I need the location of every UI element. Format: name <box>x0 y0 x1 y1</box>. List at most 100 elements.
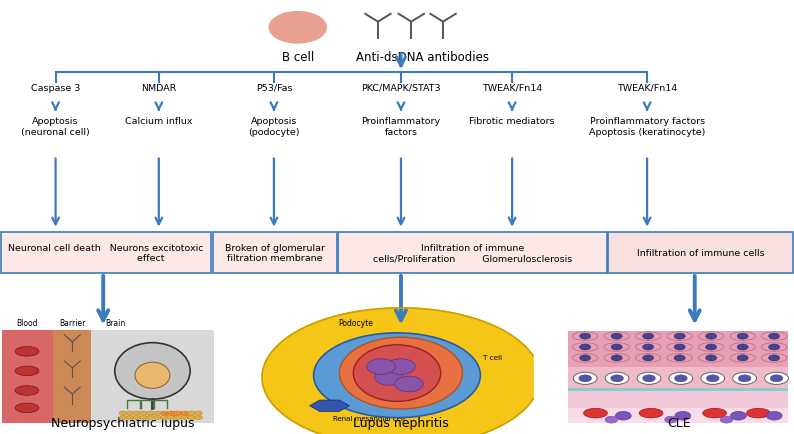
Text: Fibrotic mediators: Fibrotic mediators <box>469 117 555 126</box>
Circle shape <box>167 411 175 415</box>
Circle shape <box>611 344 622 350</box>
Circle shape <box>133 415 141 420</box>
Ellipse shape <box>605 372 629 385</box>
Circle shape <box>769 333 780 339</box>
Circle shape <box>174 415 182 420</box>
Circle shape <box>674 333 685 339</box>
Text: Infiltration of immune
cells/Proliferation         Glomerulosclerosis: Infiltration of immune cells/Proliferati… <box>373 243 572 263</box>
Circle shape <box>579 375 592 382</box>
Circle shape <box>195 415 202 420</box>
Circle shape <box>119 415 127 420</box>
Ellipse shape <box>15 347 39 356</box>
Circle shape <box>147 411 155 415</box>
Circle shape <box>580 333 591 339</box>
Text: T cell: T cell <box>483 354 502 360</box>
Text: B cell: B cell <box>282 51 314 64</box>
Text: TWEAK/Fn14: TWEAK/Fn14 <box>617 83 677 92</box>
Ellipse shape <box>639 408 663 418</box>
Circle shape <box>580 355 591 361</box>
Circle shape <box>126 411 134 415</box>
FancyBboxPatch shape <box>91 330 214 423</box>
Ellipse shape <box>635 354 661 362</box>
Text: NMDAR: NMDAR <box>141 83 176 92</box>
FancyBboxPatch shape <box>568 388 788 392</box>
Ellipse shape <box>733 372 757 385</box>
Circle shape <box>707 375 719 382</box>
Circle shape <box>769 355 780 361</box>
Ellipse shape <box>340 338 462 409</box>
Circle shape <box>181 415 189 420</box>
Ellipse shape <box>635 343 661 352</box>
Text: TWEAK/Fn14: TWEAK/Fn14 <box>482 83 542 92</box>
Ellipse shape <box>746 408 770 418</box>
FancyBboxPatch shape <box>568 331 788 367</box>
Ellipse shape <box>314 333 480 418</box>
Text: Proinflammatory factors
Apoptosis (keratinocyte): Proinflammatory factors Apoptosis (kerat… <box>589 117 705 137</box>
FancyBboxPatch shape <box>2 330 53 423</box>
Circle shape <box>140 411 148 415</box>
Ellipse shape <box>15 386 39 395</box>
Circle shape <box>119 411 127 415</box>
Circle shape <box>160 411 168 415</box>
Circle shape <box>153 415 161 420</box>
FancyBboxPatch shape <box>568 367 788 388</box>
Circle shape <box>615 411 631 420</box>
Ellipse shape <box>572 343 598 352</box>
Circle shape <box>605 416 618 423</box>
Circle shape <box>140 415 148 420</box>
Ellipse shape <box>604 343 630 352</box>
Text: CLE: CLE <box>667 416 691 429</box>
FancyBboxPatch shape <box>568 391 788 408</box>
Ellipse shape <box>761 354 787 362</box>
Ellipse shape <box>573 372 597 385</box>
Circle shape <box>375 370 403 385</box>
Text: Lupus nephritis: Lupus nephritis <box>353 416 449 429</box>
Ellipse shape <box>730 354 755 362</box>
Text: Proinflammatory
factors: Proinflammatory factors <box>361 117 441 137</box>
Circle shape <box>611 333 622 339</box>
Circle shape <box>674 344 685 350</box>
Text: Apoptosis
(neuronal cell): Apoptosis (neuronal cell) <box>21 117 90 137</box>
Text: Brain: Brain <box>105 319 125 328</box>
Text: Calcium influx: Calcium influx <box>125 117 193 126</box>
Circle shape <box>720 416 733 423</box>
Ellipse shape <box>667 354 692 362</box>
Text: PKC/MAPK/STAT3: PKC/MAPK/STAT3 <box>361 83 441 92</box>
Polygon shape <box>310 400 349 411</box>
Ellipse shape <box>572 332 598 341</box>
Circle shape <box>611 375 623 382</box>
Ellipse shape <box>135 362 170 388</box>
Circle shape <box>737 333 748 339</box>
Ellipse shape <box>669 372 692 385</box>
Circle shape <box>665 416 677 423</box>
Ellipse shape <box>637 372 661 385</box>
Text: Barrier: Barrier <box>59 319 86 328</box>
Ellipse shape <box>730 332 755 341</box>
Ellipse shape <box>699 354 724 362</box>
Circle shape <box>674 355 685 361</box>
Ellipse shape <box>667 332 692 341</box>
FancyBboxPatch shape <box>608 232 793 273</box>
Text: GMB: GMB <box>380 409 395 415</box>
Circle shape <box>642 333 653 339</box>
Ellipse shape <box>604 332 630 341</box>
Circle shape <box>730 411 746 420</box>
Circle shape <box>737 344 748 350</box>
Circle shape <box>642 375 655 382</box>
Ellipse shape <box>699 343 724 352</box>
Ellipse shape <box>765 372 788 385</box>
Circle shape <box>187 411 195 415</box>
Circle shape <box>642 355 653 361</box>
Circle shape <box>147 415 155 420</box>
Text: Renal mesangial cell: Renal mesangial cell <box>333 415 406 421</box>
Polygon shape <box>262 308 533 434</box>
FancyBboxPatch shape <box>568 408 788 423</box>
Circle shape <box>133 411 141 415</box>
Ellipse shape <box>584 408 607 418</box>
Ellipse shape <box>572 354 598 362</box>
Ellipse shape <box>667 343 692 352</box>
FancyBboxPatch shape <box>53 330 91 423</box>
Text: NMDAR: NMDAR <box>160 410 190 416</box>
Text: Podocyte: Podocyte <box>338 319 373 328</box>
Circle shape <box>674 375 687 382</box>
